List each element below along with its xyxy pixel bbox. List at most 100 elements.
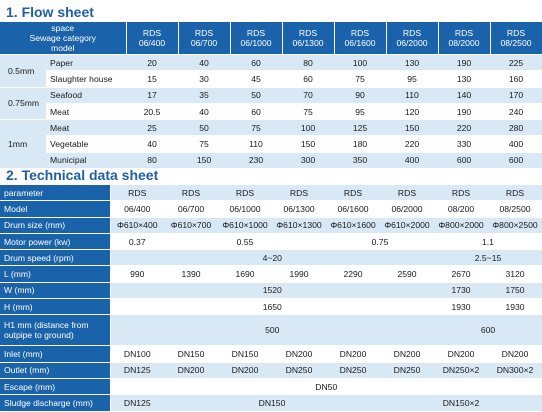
- model-header: RDS 08/2000: [438, 22, 491, 55]
- tech-value-cell: 990: [110, 265, 164, 283]
- flow-sheet-table: space Sewage category model RDS 06/400 RD…: [0, 22, 542, 170]
- tech-value-cell: 06/700: [164, 200, 218, 218]
- tech-row: H1 mm (distance from outpipe to ground) 5…: [0, 314, 542, 347]
- flow-value-cell: 75: [178, 135, 230, 153]
- flow-value-cell: 45: [230, 70, 282, 88]
- flow-value-cell: 125: [334, 119, 386, 137]
- tech-value-cell: DN200: [380, 345, 434, 363]
- flow-value-cell: 150: [282, 135, 334, 153]
- tech-value-cell: 1990: [272, 265, 326, 283]
- tech-value-cell: 06/1300: [272, 200, 326, 218]
- model-header: RDS 06/1600: [334, 22, 387, 55]
- flow-value-cell: 400: [386, 152, 438, 170]
- flow-value-cell: 190: [438, 54, 490, 72]
- tech-value-cell: 2.5~15: [434, 249, 542, 267]
- tech-value-cell: DN150: [164, 394, 380, 412]
- tech-value-cell: DN50: [110, 378, 542, 396]
- flow-value-cell: 220: [438, 119, 490, 137]
- flow-value-cell: 150: [178, 152, 230, 170]
- tech-value-cell: 2590: [380, 265, 434, 283]
- tech-value-cell: 500: [110, 314, 434, 347]
- flow-value-cell: 300: [282, 152, 334, 170]
- corner-header-category: Sewage category: [29, 33, 96, 43]
- tech-value-cell: 1.1: [434, 233, 542, 251]
- model-header: RDS 08/2500: [490, 22, 542, 55]
- tech-value-cell: DN150: [164, 345, 218, 363]
- tech-value-cell: Φ800×2500: [488, 217, 542, 234]
- tech-row: Sludge discharge (mm) DN125 DN150 DN150×2: [0, 394, 542, 412]
- tech-value-cell: DN250×2: [434, 362, 488, 379]
- flow-value-cell: 280: [490, 119, 542, 137]
- tech-value-cell: RDS: [218, 185, 272, 202]
- tech-value-cell: DN300×2: [488, 362, 542, 379]
- tech-value-cell: 06/1000: [218, 200, 272, 218]
- flow-value-cell: 80: [126, 152, 178, 170]
- flow-value-cell: 20.5: [126, 103, 178, 121]
- tech-row: W (mm) 1520 1730 1750: [0, 282, 542, 300]
- flow-value-cell: 220: [386, 135, 438, 153]
- flow-value-cell: 225: [490, 54, 542, 72]
- flow-header-row: space Sewage category model RDS 06/400 RD…: [0, 22, 542, 55]
- sewage-category-cell: Meat: [46, 103, 126, 121]
- tech-value-cell: 08/200: [434, 200, 488, 218]
- tech-value-cell: DN200: [434, 345, 488, 363]
- flow-value-cell: 240: [490, 103, 542, 121]
- tech-value-cell: RDS: [272, 185, 326, 202]
- flow-value-cell: 75: [230, 119, 282, 137]
- flow-sheet-title: 1. Flow sheet: [6, 4, 94, 20]
- parameter-label-cell: Outlet (mm): [0, 362, 111, 379]
- model-header: RDS 06/700: [178, 22, 231, 55]
- parameter-label-cell: H (mm): [0, 298, 111, 316]
- flow-value-cell: 75: [334, 70, 386, 88]
- sewage-category-cell: Seafood: [46, 87, 126, 104]
- parameter-label-cell: L (mm): [0, 265, 111, 283]
- sewage-category-cell: Municipal: [46, 152, 126, 170]
- tech-row: Outlet (mm) DN125 DN200 DN200 DN250 DN250 DN25…: [0, 362, 542, 379]
- parameter-label-cell: Escape (mm): [0, 378, 111, 396]
- tech-row: Inlet (mm) DN100 DN150 DN150 DN200 DN200 DN200…: [0, 345, 542, 363]
- flow-value-cell: 170: [490, 87, 542, 104]
- flow-value-cell: 40: [178, 103, 230, 121]
- tech-row: L (mm) 990 1390 1690 1990 2290 2590 2670 3120: [0, 265, 542, 283]
- tech-value-cell: Φ610×1600: [326, 217, 380, 234]
- tech-value-cell: 1930: [488, 298, 542, 316]
- flow-value-cell: 140: [438, 87, 490, 104]
- flow-value-cell: 100: [334, 54, 386, 72]
- space-size-cell: 1mm: [0, 119, 46, 170]
- tech-value-cell: 1730: [434, 282, 488, 300]
- flow-value-cell: 230: [230, 152, 282, 170]
- tech-row: Drum size (mm) Φ610×400 Φ610×700 Φ610×1000 Φ…: [0, 217, 542, 234]
- tech-value-cell: DN200: [272, 345, 326, 363]
- sewage-category-cell: Slaughter house: [46, 70, 126, 88]
- flow-row: 1mm Meat 25 50 75 100 125 150 220 280: [0, 119, 542, 170]
- flow-value-cell: 70: [282, 87, 334, 104]
- flow-value-cell: 180: [334, 135, 386, 153]
- flow-value-cell: 60: [282, 70, 334, 88]
- tech-value-cell: DN250: [326, 362, 380, 379]
- flow-value-cell: 100: [282, 119, 334, 137]
- tech-row: Drum speed (rpm) 4~20 2.5~15: [0, 249, 542, 267]
- parameter-label-cell: H1 mm (distance from outpipe to ground): [0, 314, 111, 347]
- flow-value-cell: 80: [282, 54, 334, 72]
- tech-row: H (mm) 1650 1930 1930: [0, 298, 542, 316]
- flow-value-cell: 60: [230, 103, 282, 121]
- tech-value-cell: 0.75: [326, 233, 434, 251]
- parameter-label-cell: Inlet (mm): [0, 345, 111, 363]
- tech-value-cell: DN200: [488, 345, 542, 363]
- tech-value-cell: DN250: [272, 362, 326, 379]
- flow-value-cell: 20: [126, 54, 178, 72]
- tech-value-cell: Φ610×700: [164, 217, 218, 234]
- tech-value-cell: 1930: [434, 298, 488, 316]
- flow-value-cell: 50: [178, 119, 230, 137]
- tech-value-cell: 06/400: [110, 200, 164, 218]
- tech-value-cell: Φ610×400: [110, 217, 164, 234]
- tech-value-cell: DN100: [110, 345, 164, 363]
- sewage-category-cell: Vegetable: [46, 135, 126, 153]
- tech-value-cell: RDS: [488, 185, 542, 202]
- flow-row: Vegetable 40 75 110 150 180 220 330 400: [0, 135, 542, 153]
- model-header: RDS 06/1300: [282, 22, 335, 55]
- flow-value-cell: 15: [126, 70, 178, 88]
- flow-value-cell: 17: [126, 87, 178, 104]
- tech-value-cell: RDS: [164, 185, 218, 202]
- tech-value-cell: 06/2000: [380, 200, 434, 218]
